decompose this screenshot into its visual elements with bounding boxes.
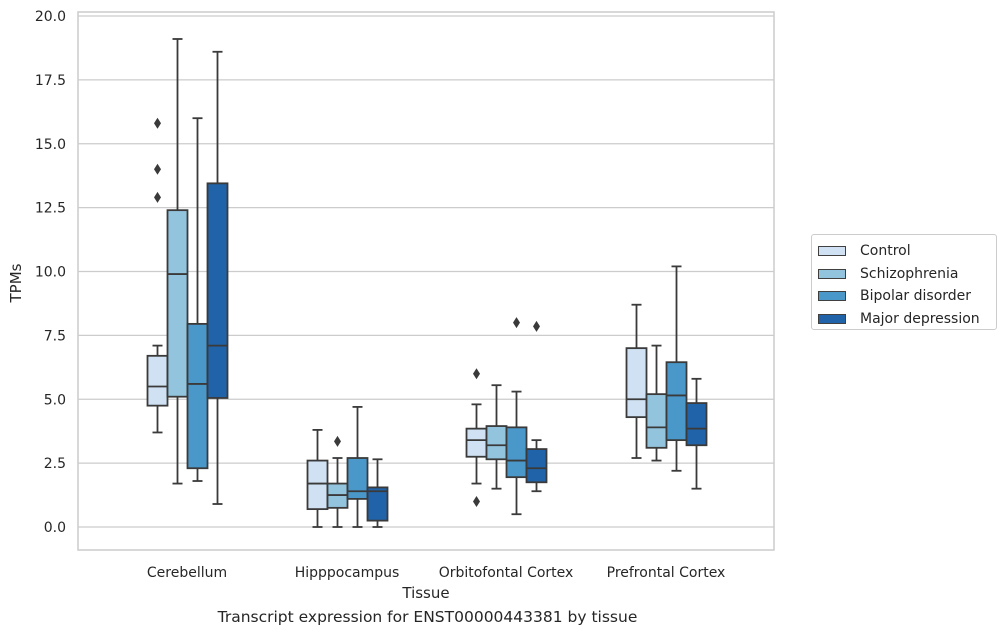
box-plots (146, 38, 708, 528)
box-iqr (625, 347, 648, 419)
box-iqr (166, 209, 189, 398)
box-group (505, 317, 528, 516)
y-tick-label: 20.0 (35, 9, 66, 25)
y-tick-labels: 0.0 2.5 5.0 7.5 10.0 12.5 15.0 17.5 20.0 (35, 9, 66, 536)
y-tick-label: 0.0 (44, 520, 66, 536)
x-axis-label: Tissue (401, 584, 449, 602)
x-tick-label: Cerebellum (147, 565, 227, 581)
legend-swatch-schizophrenia (818, 268, 846, 279)
box-group (206, 50, 229, 505)
box-iqr (146, 354, 169, 407)
box-iqr (465, 427, 488, 458)
x-tick-label: Prefrontal Cortex (607, 565, 726, 581)
box-iqr (645, 393, 668, 449)
box-group (346, 406, 369, 528)
box-group (525, 320, 548, 493)
box-group (625, 303, 648, 459)
y-tick-label: 7.5 (44, 328, 66, 344)
box-group (166, 38, 189, 485)
legend-swatch-control (818, 246, 846, 257)
y-axis-label: TPMs (7, 263, 25, 303)
outlier-point (154, 117, 161, 129)
outlier-point (154, 191, 161, 203)
box-group (685, 377, 708, 490)
box-iqr (685, 402, 708, 447)
box-iqr (525, 448, 548, 484)
box-group (465, 368, 488, 507)
legend: Control Schizophrenia Bipolar disorder M… (811, 234, 997, 330)
box-group (645, 344, 668, 462)
outlier-point (334, 435, 341, 447)
box-group (146, 117, 169, 434)
chart-caption: Transcript expression for ENST0000044338… (217, 608, 638, 626)
outlier-point (473, 368, 480, 380)
box-iqr (186, 322, 209, 470)
legend-swatch-major-depression (818, 313, 846, 324)
box-iqr (485, 425, 508, 461)
y-tick-label: 15.0 (35, 137, 66, 153)
outlier-point (513, 317, 520, 329)
legend-item-major-depression: Major depression (818, 308, 990, 331)
y-tick-label: 12.5 (35, 201, 66, 217)
box-group (485, 384, 508, 490)
box-group (326, 435, 349, 528)
x-tick-label: Hipppocampus (295, 565, 400, 581)
box-iqr (306, 459, 329, 511)
box-group (306, 429, 329, 528)
x-tick-label: Orbitofontal Cortex (439, 565, 574, 581)
legend-item-control: Control (818, 240, 990, 263)
box-group (186, 117, 209, 482)
legend-label-schizophrenia: Schizophrenia (860, 265, 959, 282)
legend-item-bipolar-disorder: Bipolar disorder (818, 285, 990, 308)
outlier-point (533, 320, 540, 332)
outlier-point (154, 163, 161, 175)
box-iqr (346, 457, 369, 500)
y-tick-label: 17.5 (35, 73, 66, 89)
outlier-point (473, 495, 480, 507)
legend-label-bipolar-disorder: Bipolar disorder (860, 288, 972, 305)
legend-item-schizophrenia: Schizophrenia (818, 263, 990, 286)
plot-frame (77, 11, 775, 551)
legend-swatch-bipolar-disorder (818, 291, 846, 302)
y-tick-label: 10.0 (35, 265, 66, 281)
legend-label-control: Control (860, 243, 911, 260)
box-group (665, 265, 688, 472)
y-tick-label: 5.0 (44, 392, 66, 408)
box-group (366, 458, 389, 528)
box-iqr (505, 426, 528, 479)
y-tick-label: 2.5 (44, 456, 66, 472)
box-iqr (206, 182, 229, 399)
box-iqr (366, 486, 389, 522)
box-iqr (665, 361, 688, 442)
legend-label-major-depression: Major depression (860, 310, 980, 327)
x-tick-labels: Cerebellum Hipppocampus Orbitofontal Corte… (147, 565, 725, 581)
